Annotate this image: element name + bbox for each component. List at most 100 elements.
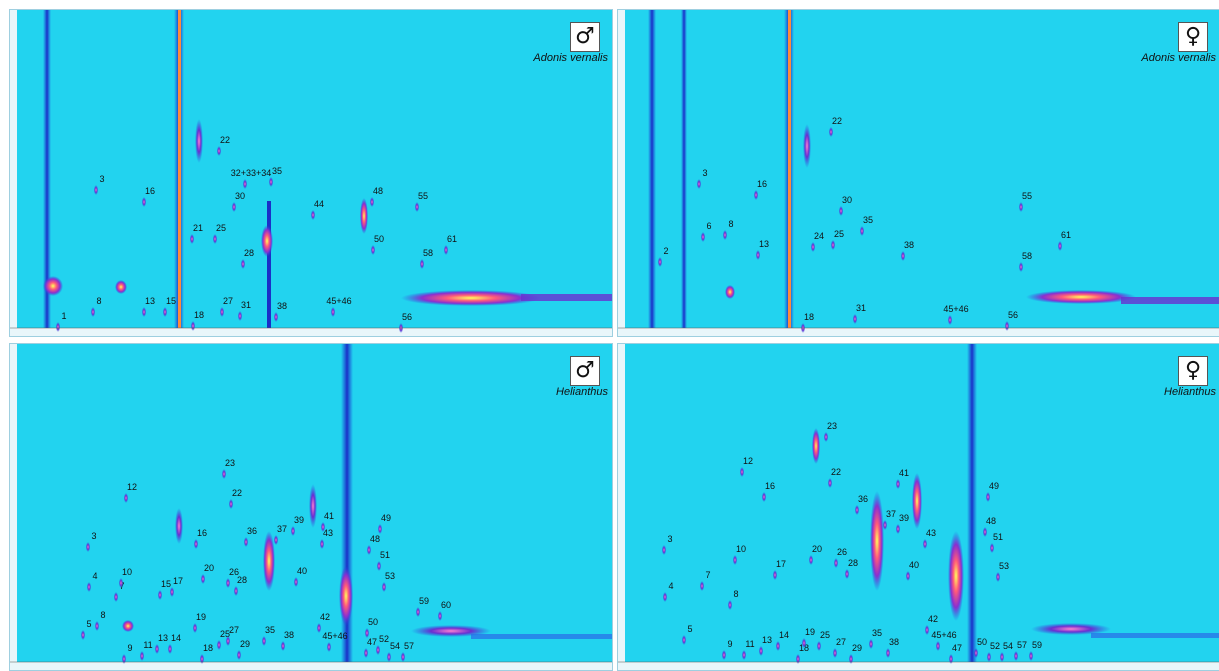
peak-label: 25 [820,630,830,640]
peak-spot [386,652,392,662]
peak-spot [237,311,243,321]
species-label: Adonis vernalis [1141,52,1216,64]
peak-spot [381,582,387,592]
peak-label: 38 [904,240,914,250]
peak-spot [905,571,911,581]
peak-label: 16 [757,179,767,189]
peak-spot [139,651,145,661]
peak-spot [854,505,860,515]
hotspot-41 [912,473,922,529]
peak-label: 8 [96,296,101,306]
hotspot-41 [309,484,317,528]
peak-spot [219,307,225,317]
peak-label: 8 [728,219,733,229]
peak-label: 3 [99,174,104,184]
peak-label: 4 [92,571,97,581]
peak-spot [924,625,930,635]
peak-spot [243,537,249,547]
peak-label: 50 [368,617,378,627]
peak-label: 9 [727,639,732,649]
peak-spot [326,642,332,652]
y-axis-strip [618,344,625,670]
peak-label: 8 [100,610,105,620]
peak-spot [758,646,764,656]
peak-label: 2 [663,246,668,256]
peak-label: 48 [370,534,380,544]
peak-spot [192,623,198,633]
peak-label: 25 [220,629,230,639]
peak-label: 36 [247,526,257,536]
peak-label: 35 [863,215,873,225]
peak-label: 38 [284,630,294,640]
peak-label: 57 [404,641,414,651]
peak-label: 42 [928,614,938,624]
peak-label: 38 [889,637,899,647]
peak-spot [681,635,687,645]
peak-label: 25 [834,229,844,239]
peak-spot [221,469,227,479]
peak-spot [141,307,147,317]
hotspot-48 [360,198,368,234]
chromatogram-female-adonis: 2 3 6 8 13 16 18 22 24 25 30 31 35 38 45+46 55 56 58 61 [618,10,1219,336]
peak-spot [727,600,733,610]
peak-label: 41 [899,468,909,478]
peak-spot [415,607,421,617]
peak-spot [443,245,449,255]
peak-label: 53 [999,561,1009,571]
baseline-tail [1121,297,1219,304]
peak-spot [995,572,1001,582]
peak-label: 59 [1032,640,1042,650]
peak-label: 10 [122,567,132,577]
peak-label: 35 [265,625,275,635]
peak-label: 37 [277,524,287,534]
hotspot-1 [43,276,63,296]
peak-spot [231,202,237,212]
peak-label: 42 [320,612,330,622]
chromatogram-female-helianthus: 3457891011121314161718192022232526272829… [618,344,1219,670]
peak-spot [216,640,222,650]
secondary-streak [681,10,687,328]
sex-symbol: ♂ [570,356,600,386]
peak-label: 13 [158,633,168,643]
peak-spot [113,592,119,602]
peak-label: 28 [237,575,247,585]
hotspot-32 [261,225,273,257]
peak-spot [948,654,954,664]
peak-spot [162,307,168,317]
peak-label: 53 [385,571,395,581]
baseline-tail [1091,633,1219,638]
peak-label: 43 [926,528,936,538]
peak-label: 35 [272,166,282,176]
peak-label: 40 [297,566,307,576]
peak-spot [199,654,205,664]
baseline-hump [401,290,541,306]
peak-spot [985,492,991,502]
peak-label: 48 [986,516,996,526]
hotspot-16 [175,508,183,544]
peak-label: 24 [814,231,824,241]
peak-spot [212,234,218,244]
peak-spot [118,578,124,588]
peak-label: 5 [86,619,91,629]
peak-spot [810,242,816,252]
peak-label: 52 [990,641,1000,651]
peak-spot [310,210,316,220]
peak-spot [823,432,829,442]
peak-spot [775,641,781,651]
peak-label: 22 [220,135,230,145]
peak-label: 52 [379,634,389,644]
peak-spot [657,257,663,267]
peak-spot [85,542,91,552]
baseline-hump [1026,290,1136,304]
hotspot-8 [115,280,127,294]
peak-spot [330,307,336,317]
peak-label: 39 [294,515,304,525]
peak-spot [721,650,727,660]
peak-label: 22 [831,467,841,477]
peak-label: 45+46 [931,630,956,640]
peak-label: 23 [225,458,235,468]
peak-spot [363,648,369,658]
peak-spot [319,539,325,549]
peak-label: 38 [277,301,287,311]
sex-symbol: ♀ [1178,22,1208,52]
